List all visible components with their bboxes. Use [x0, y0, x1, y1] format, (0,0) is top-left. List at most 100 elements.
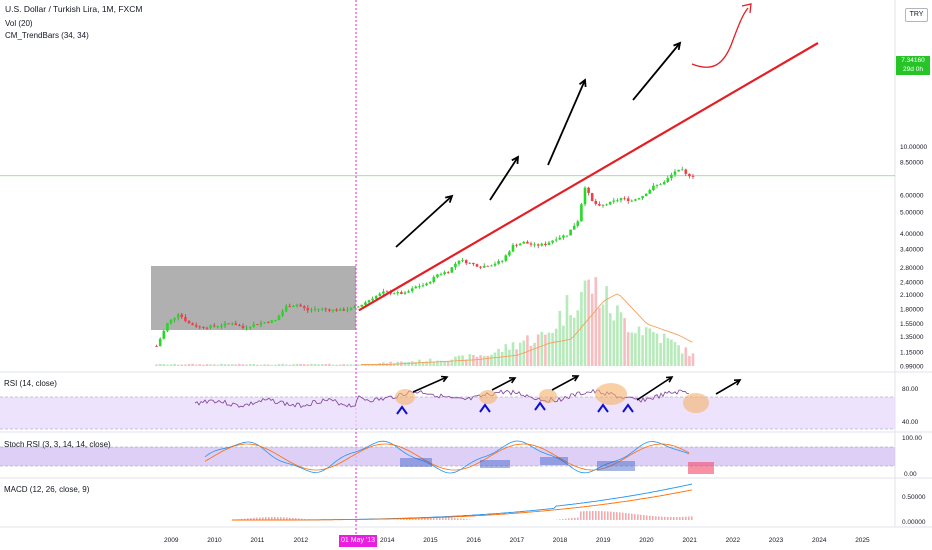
- rsi-bounce-marker: [534, 401, 546, 411]
- volume-bar: [652, 331, 655, 366]
- volume-bar: [472, 355, 475, 366]
- time-tick-label: 2009: [164, 537, 179, 544]
- candle-body: [266, 322, 270, 324]
- rsi-arrowhead: [733, 379, 742, 386]
- volume-bar: [594, 277, 598, 366]
- macd-histogram-bar: [685, 516, 687, 520]
- time-tick-label: 2020: [639, 537, 654, 544]
- candle-body: [256, 324, 259, 326]
- price-tick-label: 8.50000: [900, 159, 924, 166]
- volume-bar: [443, 361, 446, 366]
- macd-histogram-bar: [295, 518, 297, 520]
- rsi-arrowhead: [571, 375, 580, 382]
- candle-body: [457, 260, 461, 264]
- consolidation-range-box: [151, 266, 356, 330]
- volume-bar: [238, 363, 241, 366]
- candle-body: [216, 326, 220, 328]
- macd-histogram-bar: [262, 517, 264, 520]
- volume-bar: [360, 364, 364, 366]
- candle-body: [187, 320, 191, 324]
- price-tick-label: 5.00000: [900, 210, 924, 217]
- volume-bar: [529, 345, 533, 366]
- volume-bar: [216, 364, 220, 366]
- macd-histogram-bar: [610, 511, 612, 520]
- volume-bar: [479, 355, 482, 366]
- stoch-oversold-box: [540, 457, 568, 465]
- macd-histogram-bar: [670, 516, 672, 520]
- candle-body: [428, 282, 432, 284]
- price-tick-label: 2.80000: [900, 265, 924, 272]
- volume-bar: [277, 364, 281, 366]
- volume-bar: [508, 349, 511, 366]
- candle-body: [450, 267, 454, 273]
- stoch-k-line: [204, 440, 690, 474]
- time-tick-label: 2014: [380, 537, 395, 544]
- volume-bar: [616, 305, 619, 366]
- volume-bar: [425, 361, 428, 366]
- volume-bar: [605, 286, 608, 366]
- volume-bar: [292, 364, 295, 366]
- stoch-tick-label: 100.00: [902, 435, 922, 442]
- candle-body: [655, 184, 659, 186]
- candle-body: [446, 272, 450, 273]
- candle-body: [194, 325, 198, 327]
- volume-bar: [342, 364, 346, 366]
- macd-tick-label: 0.00000: [902, 519, 926, 526]
- volume-bar: [414, 362, 418, 366]
- rsi-bounce-marker: [479, 403, 491, 413]
- candle-body: [662, 182, 666, 185]
- time-tick-label: 2018: [553, 537, 568, 544]
- candle-body: [371, 298, 374, 301]
- candle-body: [562, 235, 565, 238]
- volume-bar: [421, 362, 425, 366]
- candle-body: [619, 198, 623, 201]
- impulse-arrowhead: [511, 155, 520, 165]
- volume-bar: [328, 363, 331, 366]
- candle-body: [479, 266, 482, 268]
- volume-bar: [331, 364, 335, 366]
- volume-bar: [324, 364, 328, 366]
- impulse-arrowhead: [578, 78, 587, 88]
- volume-bar: [446, 361, 450, 366]
- macd-histogram-bar: [688, 516, 690, 520]
- impulse-arrowhead: [673, 41, 682, 51]
- volume-bar: [212, 364, 216, 366]
- candle-body: [166, 323, 169, 331]
- volume-bar: [220, 363, 223, 366]
- candle-body: [400, 292, 403, 294]
- candle-body: [403, 292, 407, 294]
- candle-body: [418, 286, 421, 288]
- time-tick-label: 2022: [726, 537, 741, 544]
- volume-moving-average: [361, 293, 693, 365]
- macd-histogram-bar: [586, 511, 588, 520]
- rsi-highlight-ellipse: [395, 389, 415, 405]
- volume-bar: [346, 364, 349, 366]
- macd-histogram-bar: [457, 518, 459, 520]
- volume-bar: [619, 312, 623, 366]
- volume-bar: [558, 310, 562, 366]
- candle-body: [209, 325, 212, 328]
- volume-bar: [223, 364, 227, 366]
- rsi-tick-label: 40.00: [902, 419, 919, 426]
- price-tick-label: 4.00000: [900, 231, 924, 238]
- stoch-oversold-box: [400, 458, 432, 467]
- candle-body: [155, 346, 158, 347]
- rsi-legend: RSI (14, close): [4, 379, 57, 388]
- volume-bar: [536, 334, 540, 366]
- volume-bar: [576, 310, 580, 366]
- currency-badge[interactable]: TRY: [905, 8, 928, 22]
- time-tick-label: 2010: [207, 537, 222, 544]
- volume-bar: [644, 327, 648, 366]
- candle-body: [396, 292, 400, 294]
- volume-bar: [198, 364, 202, 366]
- candle-body: [274, 320, 277, 321]
- volume-bar: [410, 361, 414, 366]
- projection-arrowhead: [741, 3, 752, 14]
- volume-bar: [612, 320, 616, 366]
- macd-histogram-bar: [679, 516, 681, 520]
- candle-body: [173, 317, 176, 320]
- macd-histogram-bar: [460, 518, 462, 520]
- candle-body: [623, 198, 626, 200]
